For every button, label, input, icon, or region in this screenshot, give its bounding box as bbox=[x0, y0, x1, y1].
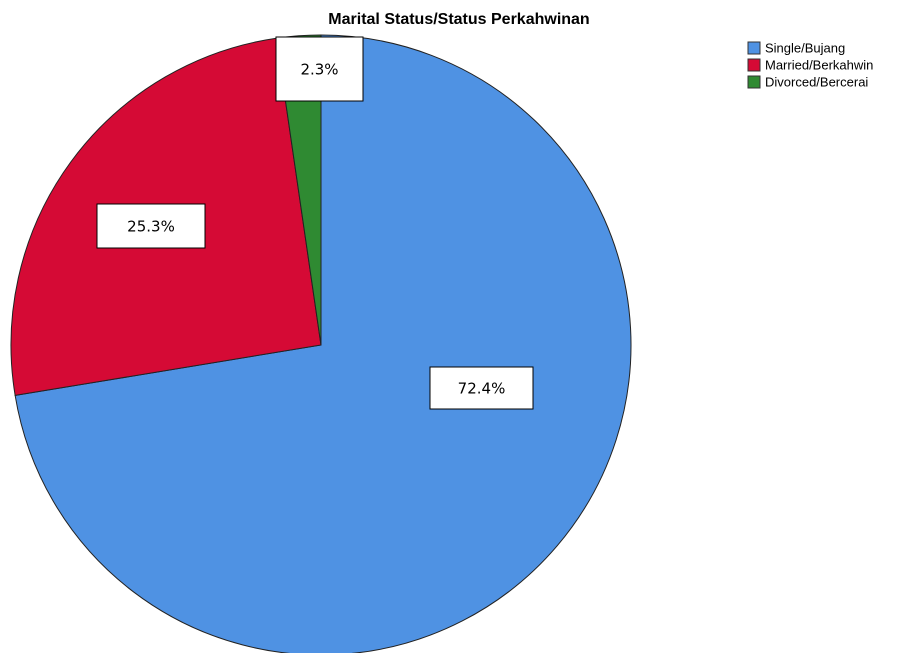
pie-slice bbox=[14, 34, 632, 653]
label-box bbox=[96, 203, 206, 249]
label-box bbox=[275, 36, 364, 102]
label-box bbox=[429, 366, 534, 410]
legend-swatch bbox=[747, 58, 761, 72]
legend-label: Divorced/Bercerai bbox=[765, 74, 868, 89]
legend-label: Married/Berkahwin bbox=[765, 57, 873, 72]
data-label: 2.3% bbox=[300, 61, 338, 79]
data-label: 25.3% bbox=[127, 218, 175, 236]
data-label: 72.4% bbox=[458, 380, 506, 398]
legend-swatch bbox=[747, 75, 761, 89]
legend-label: Single/Bujang bbox=[765, 40, 845, 55]
legend-swatch bbox=[747, 41, 761, 55]
chart-title: Marital Status/Status Perkahwinan bbox=[328, 11, 589, 28]
